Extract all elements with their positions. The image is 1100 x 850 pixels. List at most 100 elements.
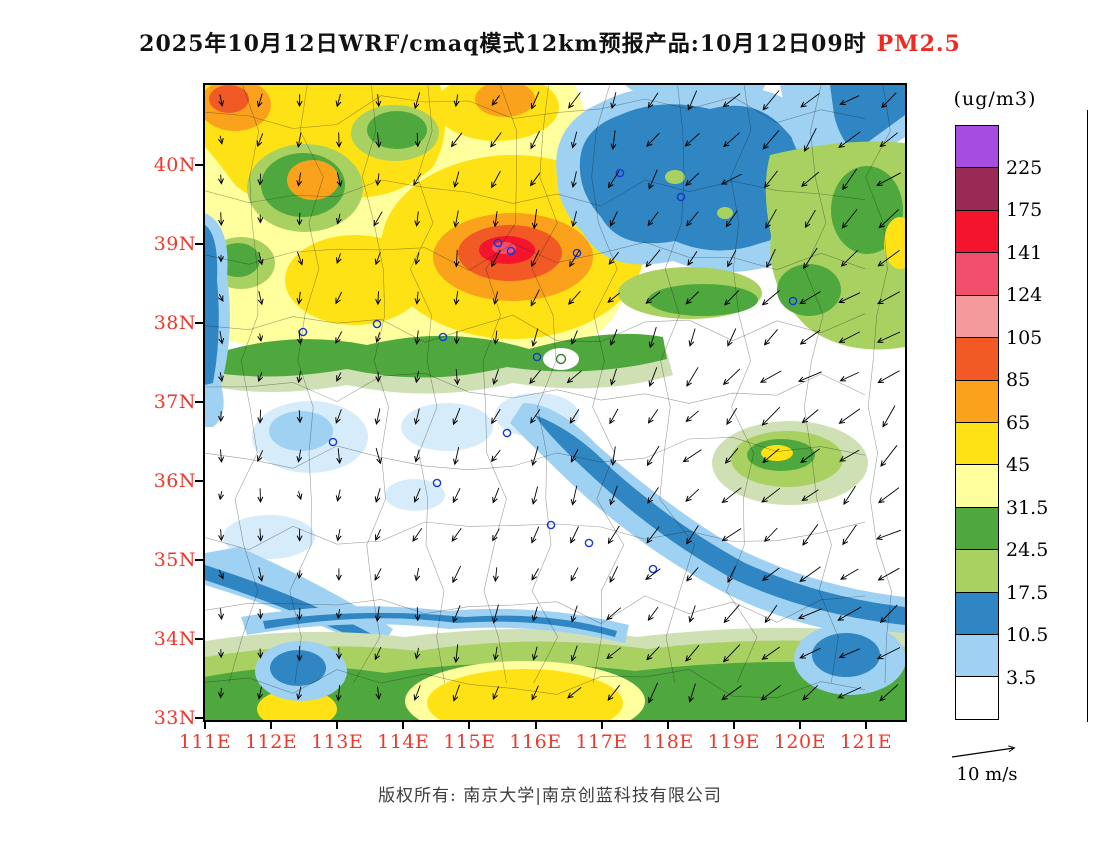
wind-arrow xyxy=(375,132,382,149)
lon-label-121E: 121E xyxy=(839,731,893,753)
wind-arrow xyxy=(842,524,857,546)
wind-arrow xyxy=(876,647,901,660)
wind-arrow xyxy=(530,130,541,150)
wind-arrow xyxy=(761,646,780,660)
wind-arrow xyxy=(453,290,460,306)
wind-arrow xyxy=(804,127,817,153)
wind-arrow xyxy=(765,209,777,229)
wind-arrow xyxy=(609,485,618,506)
wind-arrow xyxy=(685,211,699,227)
wind-arrow xyxy=(647,487,659,504)
wind-arrow xyxy=(763,329,778,346)
lon-tick xyxy=(865,722,867,729)
wind-arrow xyxy=(797,371,822,383)
wind-arrow xyxy=(296,251,304,266)
wind-arrow xyxy=(530,91,540,110)
colorbar-tick-17.5: 17.5 xyxy=(1006,581,1049,604)
page-title: 2025年10月12日WRF/cmaq模式12km预报产品:10月12日09时 P… xyxy=(0,26,1100,58)
wind-arrow xyxy=(257,173,264,186)
lon-tick xyxy=(402,722,405,729)
wind-arrow xyxy=(687,90,698,111)
lat-tick xyxy=(195,638,203,640)
wind-arrow xyxy=(374,408,381,425)
wind-arrow xyxy=(685,645,700,662)
boundary-line xyxy=(289,85,324,684)
city-marker xyxy=(432,478,442,488)
wind-arrow xyxy=(724,447,739,464)
wind-arrow xyxy=(722,93,741,108)
wind-arrow xyxy=(722,644,741,663)
wind-arrow xyxy=(296,449,303,463)
wind-arrow xyxy=(218,449,225,464)
wind-arrow xyxy=(607,292,620,303)
wind-arrow xyxy=(839,95,860,106)
wind-arrow xyxy=(606,607,622,621)
wind-scale-arrow xyxy=(951,745,1016,758)
wind-arrow xyxy=(646,646,660,661)
colorbar-segment-10 xyxy=(956,550,998,593)
wind-arrow xyxy=(842,168,858,191)
wind-arrow xyxy=(800,92,820,108)
wind-arrow xyxy=(686,567,699,582)
lat-tick xyxy=(195,401,203,403)
wind-arrow xyxy=(257,409,264,424)
wind-arrow xyxy=(375,173,381,187)
wind-arrow xyxy=(335,331,343,344)
wind-arrow xyxy=(450,132,463,148)
wind-arrow xyxy=(645,291,661,304)
colorbar-segment-1 xyxy=(956,168,998,211)
wind-arrow xyxy=(570,567,579,582)
wind-arrow xyxy=(296,291,303,305)
wind-arrow xyxy=(685,488,700,502)
wind-arrow xyxy=(296,410,303,424)
pm25-contour-fill xyxy=(205,85,905,720)
wind-arrow xyxy=(875,529,902,541)
wind-arrow xyxy=(606,647,621,660)
wind-arrow xyxy=(452,407,461,426)
wind-arrow xyxy=(218,529,225,542)
wind-arrow xyxy=(531,568,539,581)
wind-arrow xyxy=(531,486,539,505)
wind-arrow xyxy=(685,172,700,186)
colorbar-segment-6 xyxy=(956,380,998,423)
wind-arrow xyxy=(610,368,617,386)
wind-arrow xyxy=(529,172,541,187)
lat-tick xyxy=(195,559,203,561)
city-marker xyxy=(506,246,516,256)
wind-arrow xyxy=(530,289,540,307)
city-marker xyxy=(502,428,512,438)
wind-arrow xyxy=(413,408,420,425)
wind-arrow xyxy=(760,685,781,701)
wind-arrow xyxy=(492,291,499,305)
wind-arrow xyxy=(218,569,224,580)
colorbar xyxy=(955,125,999,720)
lat-label-33N: 33N xyxy=(153,707,196,729)
wind-arrow xyxy=(723,604,740,624)
colorbar-tick-85: 85 xyxy=(1006,369,1031,391)
wind-arrow xyxy=(453,171,460,188)
wind-arrow xyxy=(800,448,820,464)
wind-arrow xyxy=(837,606,862,621)
wind-arrow xyxy=(727,249,737,268)
wind-arrow xyxy=(453,644,460,664)
wind-arrow xyxy=(531,526,540,544)
wind-arrow xyxy=(296,490,303,501)
city-marker xyxy=(532,352,542,362)
wind-arrow xyxy=(647,409,659,424)
wind-arrow xyxy=(761,487,781,503)
wind-arrow xyxy=(723,132,740,148)
colorbar-tick-65: 65 xyxy=(1006,411,1031,434)
boundary-line xyxy=(228,85,260,684)
wind-arrow xyxy=(375,332,381,343)
wind-arrow xyxy=(492,211,499,228)
wind-arrow xyxy=(257,290,264,306)
wind-arrow xyxy=(609,566,619,583)
wind-arrow xyxy=(838,331,861,343)
wind-arrow xyxy=(877,370,900,384)
wind-arrow xyxy=(802,685,819,701)
wind-arrow xyxy=(876,331,901,343)
wind-arrow xyxy=(688,683,696,703)
wind-arrow xyxy=(374,251,381,266)
wind-arrow xyxy=(571,171,577,188)
wind-arrow xyxy=(841,209,858,229)
